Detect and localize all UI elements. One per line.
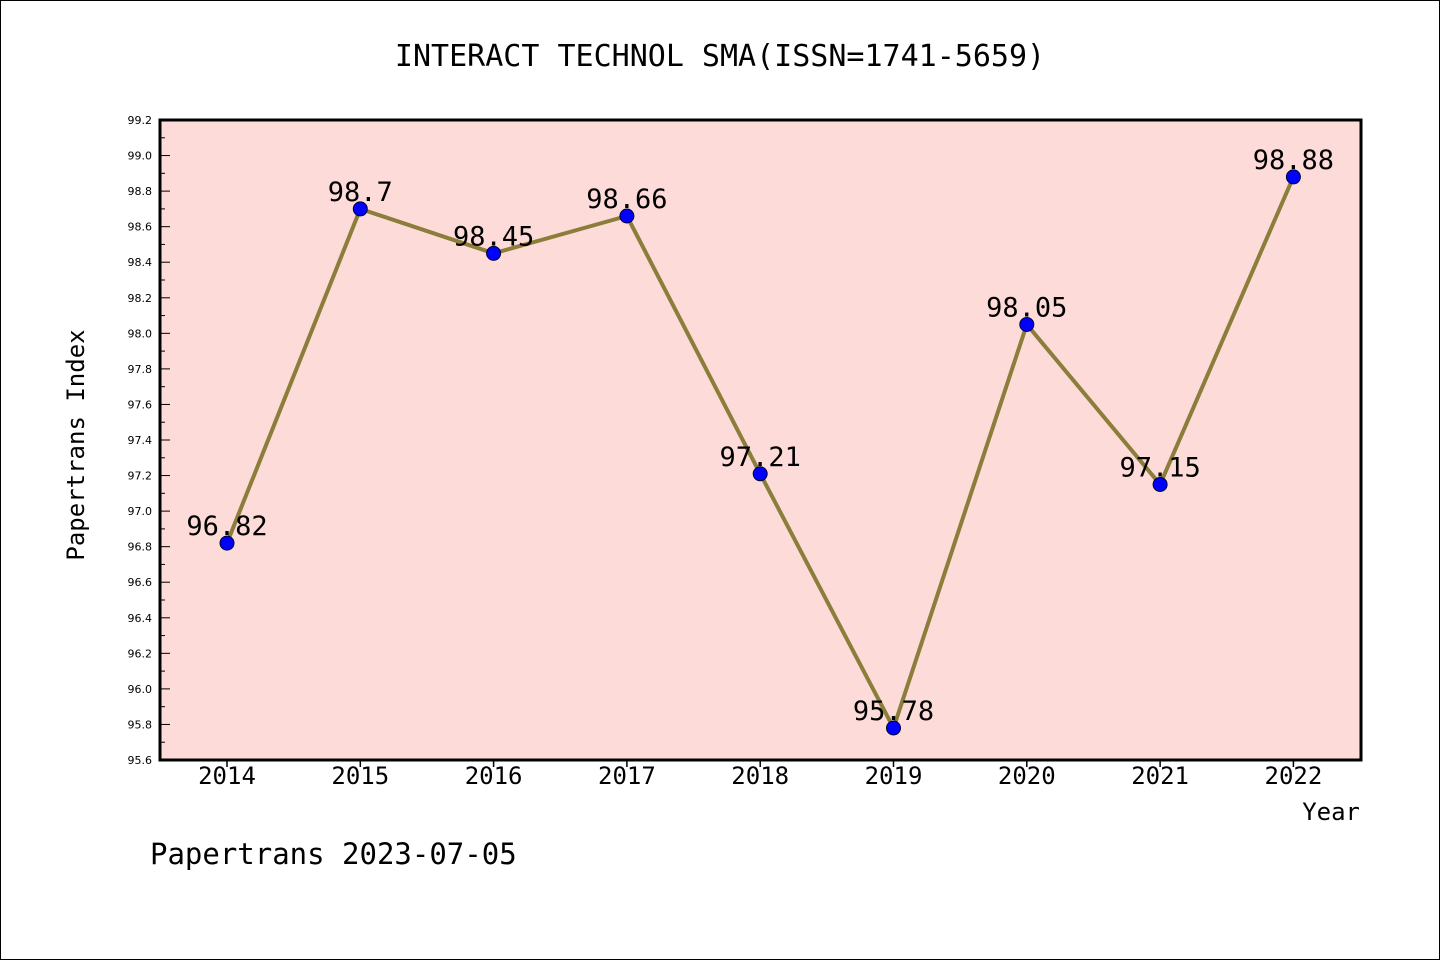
y-axis: 95.6 95.8 96.0 96.2 96.4 96.6 96.8 97.0 97.2 97.4… — [128, 114, 170, 767]
plot-area — [160, 120, 1361, 760]
y-axis-label: Papertrans Index — [62, 329, 90, 560]
y-tick-label: 95.8 — [128, 718, 153, 731]
data-label: 95.78 — [853, 696, 934, 727]
chart-title: INTERACT TECHNOL SMA(ISSN=1741-5659) — [395, 39, 1045, 74]
data-point — [619, 208, 635, 224]
plot-border — [158, 118, 1363, 762]
y-tick-label: 95.6 — [128, 754, 153, 767]
y-tick-label: 96.4 — [128, 612, 153, 625]
y-tick-label: 98.6 — [128, 221, 153, 234]
x-tick-label: 2016 — [465, 762, 523, 790]
x-tick-label: 2018 — [731, 762, 789, 790]
x-tick-label: 2019 — [865, 762, 923, 790]
data-label: 97.15 — [1119, 452, 1200, 483]
y-tick-label: 97.2 — [128, 470, 153, 483]
y-tick-label: 96.8 — [128, 541, 153, 554]
y-tick-label: 98.4 — [128, 256, 153, 269]
data-label: 98.7 — [328, 177, 393, 208]
data-labels: 96.82 98.7 98.45 98.66 97.21 95.78 98.05 97.15 9… — [186, 145, 1334, 727]
data-point — [486, 245, 502, 261]
y-tick-label: 97.4 — [128, 434, 153, 447]
footer-text: Papertrans 2023-07-05 — [150, 837, 517, 871]
y-tick-label: 96.0 — [128, 683, 153, 696]
data-point — [1152, 476, 1168, 492]
x-tick-label: 2021 — [1131, 762, 1189, 790]
x-axis-label: Year — [1302, 798, 1360, 826]
x-tick-label: 2022 — [1265, 762, 1323, 790]
data-point — [1285, 169, 1301, 185]
data-point — [752, 466, 768, 482]
y-tick-label: 98.8 — [128, 185, 153, 198]
x-tick-label: 2017 — [598, 762, 656, 790]
y-tick-label: 99.2 — [128, 114, 153, 127]
x-tick-label: 2015 — [331, 762, 389, 790]
y-tick-label: 97.6 — [128, 398, 153, 411]
data-label: 98.45 — [453, 221, 534, 252]
x-axis: 2014 2015 2016 2017 2018 2019 2020 2021 2022 — [198, 760, 1322, 790]
x-tick-label: 2014 — [198, 762, 256, 790]
data-label: 97.21 — [720, 442, 801, 473]
data-point — [352, 201, 368, 217]
data-label: 98.66 — [586, 184, 667, 215]
x-tick-label: 2020 — [998, 762, 1056, 790]
y-tick-label: 98.2 — [128, 292, 153, 305]
data-point — [219, 535, 235, 551]
y-tick-label: 97.0 — [128, 505, 153, 518]
data-point — [886, 720, 901, 736]
data-label: 96.82 — [186, 511, 267, 542]
y-tick-label: 99.0 — [128, 150, 153, 163]
data-label: 98.88 — [1253, 145, 1334, 176]
y-tick-label: 98.0 — [128, 327, 153, 340]
y-tick-label: 96.2 — [128, 647, 153, 660]
y-tick-label: 96.6 — [128, 576, 153, 589]
y-tick-label: 97.8 — [128, 363, 153, 376]
data-label: 98.05 — [986, 292, 1067, 323]
data-points — [219, 169, 1301, 736]
data-point — [1019, 316, 1035, 332]
